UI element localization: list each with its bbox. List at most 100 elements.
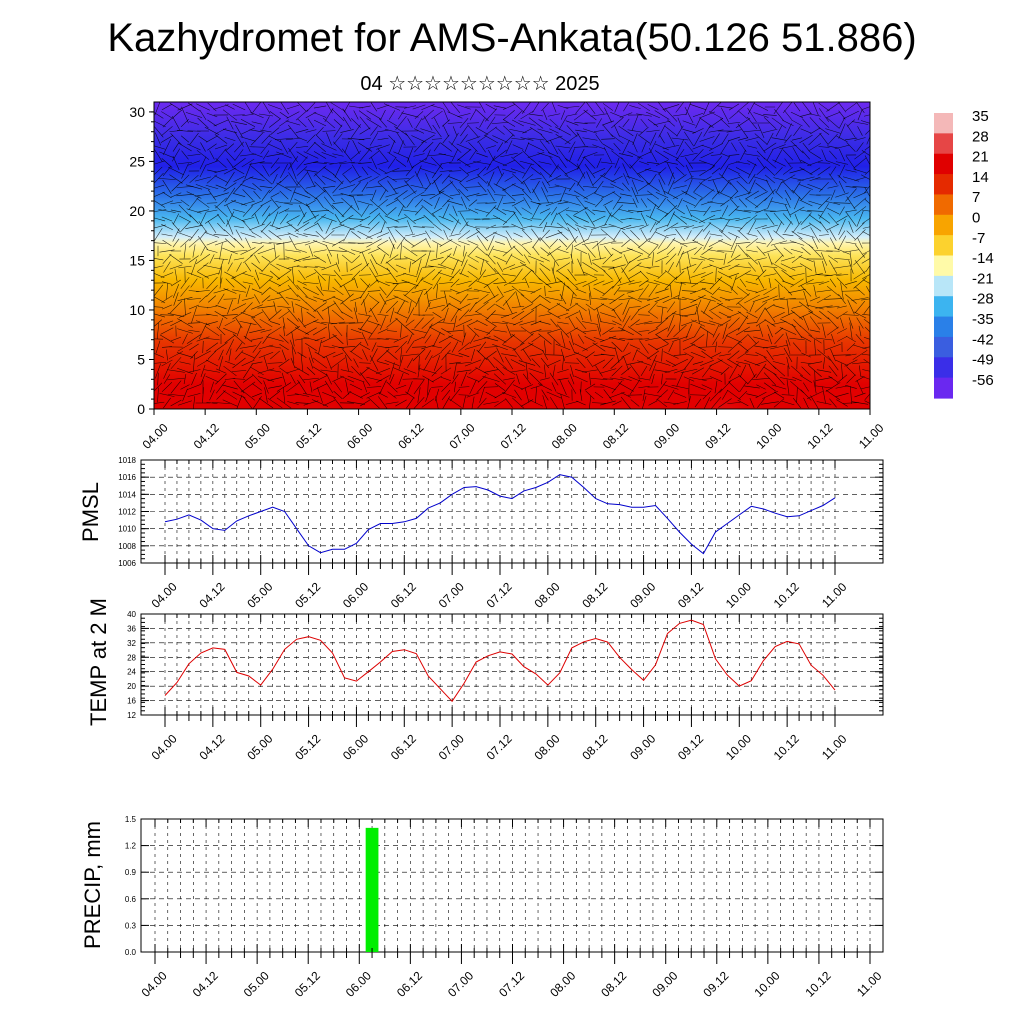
wind-barb	[648, 229, 658, 241]
wind-barb	[566, 327, 578, 335]
wind-barb	[295, 303, 309, 311]
wind-barb	[830, 189, 836, 201]
wind-barb	[333, 325, 343, 337]
wind-barb	[665, 234, 677, 236]
wind-barb	[622, 140, 630, 154]
wind-barb	[479, 387, 485, 403]
wind-barb	[568, 141, 576, 153]
wind-barb	[583, 185, 597, 189]
wind-barb	[342, 391, 352, 399]
wind-barb	[387, 151, 397, 159]
wind-barb	[589, 292, 591, 306]
wind-barb	[474, 208, 490, 214]
wind-barb	[471, 348, 475, 362]
wind-barb	[314, 351, 326, 359]
wind-barb	[675, 207, 685, 215]
wind-barb	[854, 244, 866, 258]
ytick-label: 32	[127, 639, 136, 648]
wind-barb	[791, 365, 803, 377]
wind-barb	[737, 244, 749, 258]
wind-barb	[360, 278, 370, 288]
wind-barb	[691, 334, 705, 344]
wind-barb	[670, 284, 672, 298]
wind-barb	[530, 385, 542, 389]
wind-barb	[604, 205, 612, 217]
wind-barb	[460, 125, 468, 137]
wind-barb	[663, 384, 679, 390]
wind-barb	[844, 359, 858, 367]
wind-barb	[485, 224, 497, 230]
wind-barb	[297, 212, 307, 226]
wind-barb	[266, 153, 284, 157]
wind-barb	[467, 208, 479, 214]
wind-barb	[412, 232, 426, 238]
wind-barb	[289, 162, 297, 180]
wind-barb	[482, 376, 500, 382]
wind-barb	[819, 181, 829, 193]
wind-barb	[637, 303, 651, 311]
wind-barb	[700, 151, 714, 159]
wind-barb	[690, 170, 706, 172]
wind-barb	[707, 249, 725, 253]
wind-barb	[405, 165, 415, 177]
wind-barb	[667, 162, 675, 180]
wind-barb	[285, 249, 301, 253]
wind-barb	[359, 248, 371, 254]
wind-barb	[684, 157, 694, 169]
wind-barb	[267, 376, 283, 382]
wind-barb	[376, 262, 390, 272]
wind-barb	[864, 400, 870, 404]
wind-barb	[396, 132, 406, 146]
wind-barb	[296, 233, 308, 237]
wind-barb	[540, 377, 550, 381]
wind-barb	[206, 276, 218, 290]
wind-barb	[852, 350, 868, 360]
wind-barb	[826, 207, 840, 215]
wind-barb	[360, 399, 370, 407]
wind-barb	[350, 263, 362, 271]
wind-barb	[521, 304, 533, 310]
wind-barb	[640, 118, 648, 128]
xtick-label: 06.12	[388, 731, 419, 762]
wind-barb	[176, 186, 194, 188]
wind-barb	[604, 212, 612, 226]
wind-barb	[253, 277, 261, 289]
wind-barb	[210, 381, 214, 393]
wind-barb	[789, 206, 805, 216]
ytick-label: 20	[127, 682, 136, 691]
wind-barb	[700, 310, 714, 320]
wind-barb	[170, 380, 182, 394]
xtick-label: 11.00	[854, 969, 885, 1000]
wind-barb	[637, 265, 651, 269]
wind-barb	[204, 232, 220, 238]
wind-barb	[421, 344, 435, 350]
wind-barb	[316, 286, 324, 296]
wind-barb	[154, 200, 166, 208]
wind-barb	[827, 326, 839, 336]
wind-barb	[773, 268, 785, 282]
wind-barb	[618, 153, 634, 157]
wind-barb	[640, 213, 648, 225]
wind-barb	[218, 349, 224, 361]
wind-barb	[155, 340, 161, 354]
wind-barb	[557, 312, 569, 318]
wind-barb	[154, 228, 163, 242]
wind-barb	[353, 307, 359, 323]
wind-barb	[329, 250, 347, 252]
wind-barb	[727, 311, 741, 319]
wind-barb	[745, 198, 759, 208]
wind-barb	[457, 113, 471, 117]
wind-barb	[539, 263, 551, 271]
wind-barb	[597, 325, 601, 337]
wind-barb	[628, 281, 642, 285]
wind-barb	[518, 120, 536, 126]
wind-barb	[239, 345, 257, 349]
wind-barb	[259, 113, 273, 117]
wind-barb	[702, 222, 712, 232]
wind-barb	[442, 102, 451, 113]
wind-barb	[766, 132, 774, 146]
wind-barb	[232, 289, 246, 293]
wind-barb	[539, 303, 551, 311]
wind-barb	[467, 255, 479, 263]
